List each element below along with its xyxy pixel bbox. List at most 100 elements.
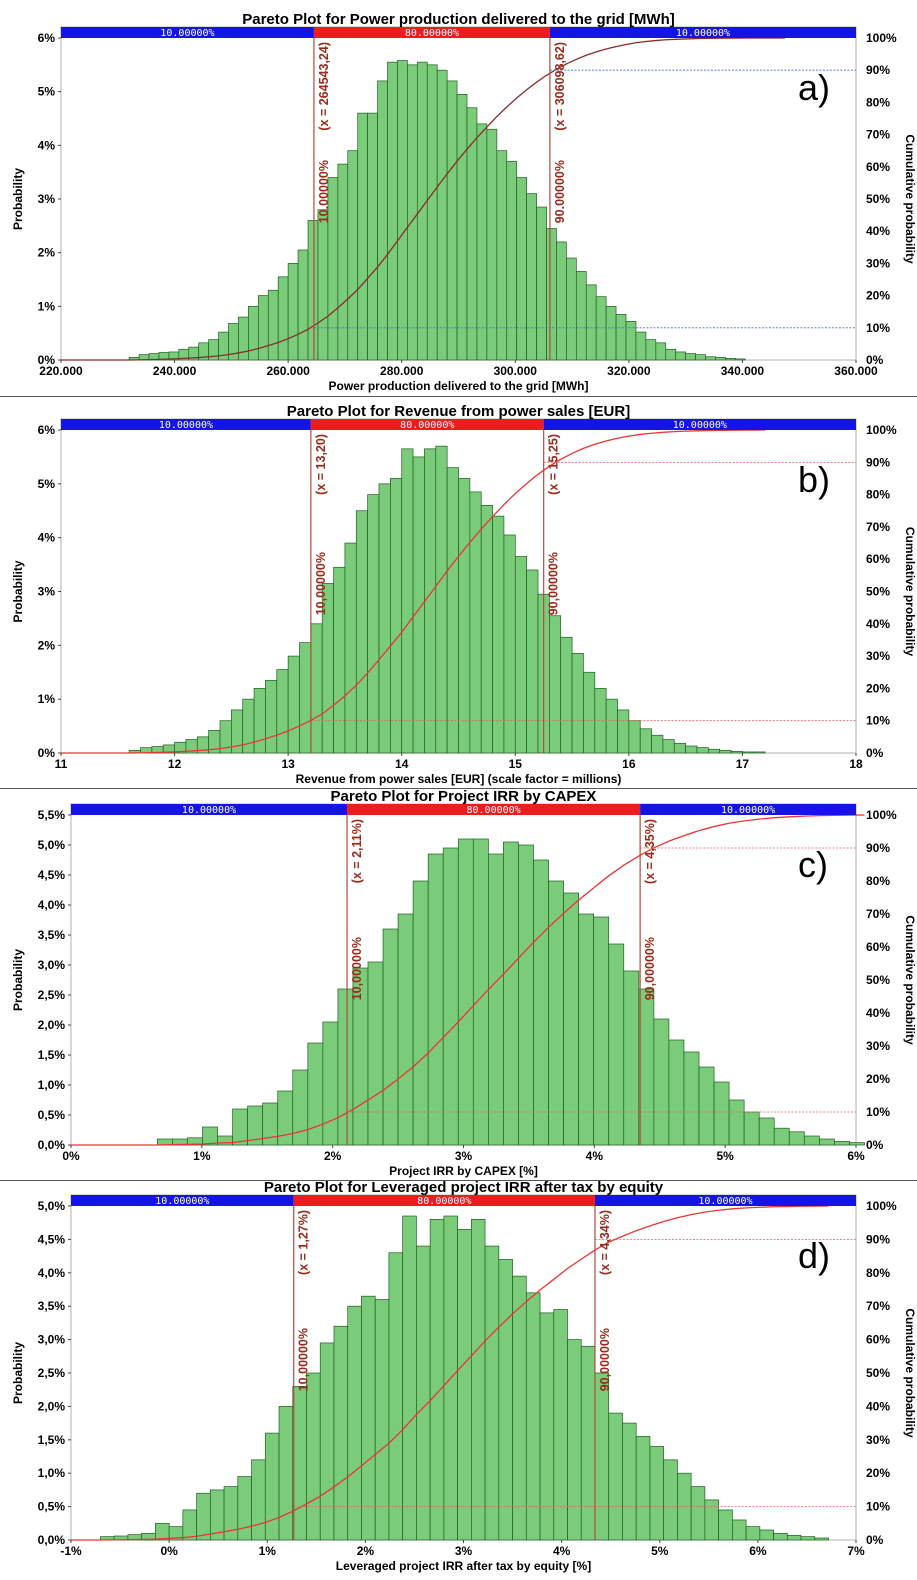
y-tick-label: 1,0% [38, 1466, 66, 1480]
histogram-bar [458, 478, 471, 754]
histogram-bar [264, 1432, 280, 1541]
histogram-bar [232, 1108, 248, 1146]
histogram-bar [457, 838, 474, 1146]
histogram-bar [668, 1039, 685, 1146]
histogram-bar [673, 742, 686, 754]
y-tick-label: 2% [38, 246, 56, 260]
histogram-bar [388, 1252, 404, 1541]
histogram-bar [476, 123, 488, 361]
y2-tick-label: 100% [866, 423, 897, 437]
histogram-bar [486, 128, 498, 361]
percentile-band-label: 10.00000% [721, 805, 775, 816]
percentile-band-label: 10.00000% [673, 420, 727, 431]
histogram-bar [536, 206, 547, 361]
histogram-bar [496, 150, 508, 361]
percentile-percent-label: 10,00000% [314, 552, 328, 615]
histogram-bar [732, 1519, 747, 1541]
y2-tick-label: 90% [866, 1232, 890, 1246]
histogram-bar [623, 970, 640, 1146]
x-tick-label: 7% [847, 1544, 865, 1558]
histogram-bar [155, 1522, 170, 1541]
histogram-bar [498, 1259, 513, 1541]
histogram-bar [814, 1537, 829, 1541]
histogram-bar [698, 1066, 715, 1146]
y2-tick-label: 40% [866, 1006, 890, 1020]
x-axis-title: Power production delivered to the grid [… [329, 379, 589, 393]
histogram-bar [299, 642, 312, 754]
percentile-label-group: (x = 306098,62) 90.00000% [553, 42, 567, 223]
histogram-bar [651, 734, 664, 754]
histogram-bar [466, 107, 478, 361]
x-tick-label: 16 [622, 757, 636, 771]
histogram-bar [728, 1099, 745, 1146]
percentile-band [549, 27, 856, 38]
histogram-bar [834, 1141, 850, 1146]
y-tick-label: 0,0% [38, 1533, 66, 1547]
histogram-bar [566, 257, 577, 361]
y-axis-title: Probability [11, 168, 25, 230]
histogram-bar [560, 636, 573, 754]
x-tick-label: 0% [160, 1544, 178, 1558]
histogram-bar [442, 847, 459, 1146]
histogram-bar [488, 853, 504, 1146]
histogram-bar [357, 112, 368, 361]
histogram-bar [516, 177, 527, 361]
cumulative-probability-line [71, 814, 865, 1146]
histogram-bars [157, 838, 865, 1146]
percentile-percent-label: 10.00000% [317, 160, 331, 223]
percentile-percent-label: 10,00000% [350, 937, 364, 1000]
histogram-bar [675, 351, 686, 361]
x-axis-title: Project IRR by CAPEX [%] [389, 1164, 538, 1178]
y-tick-label: 3% [38, 585, 56, 599]
histogram-bar [525, 1292, 541, 1541]
y-tick-label: 0% [38, 746, 56, 760]
histogram-bars [128, 60, 746, 361]
y2-tick-label: 30% [866, 256, 890, 270]
x-tick-label: 260.000 [266, 364, 310, 378]
x-tick-label: 4% [586, 1149, 604, 1163]
histogram-bar [416, 1245, 431, 1541]
y2-tick-label: 10% [866, 714, 890, 728]
histogram-bar [412, 880, 429, 1146]
histogram-bar [685, 353, 696, 361]
histogram-bar [292, 1069, 309, 1146]
histogram-bar [594, 688, 607, 754]
x-tick-label: 15 [509, 757, 523, 771]
histogram-bar [571, 653, 584, 754]
histogram-bar [402, 1215, 417, 1541]
x-tick-label: 3% [455, 1544, 473, 1558]
histogram-bar [580, 1345, 596, 1541]
histogram-bar [638, 988, 655, 1146]
percentile-band [640, 804, 856, 815]
histogram-bar [287, 655, 300, 754]
histogram-bar [322, 1021, 339, 1146]
histogram-bar [622, 1422, 637, 1541]
histogram-bar [276, 669, 289, 754]
histogram-bar [708, 748, 721, 754]
y2-tick-label: 30% [866, 1433, 890, 1447]
histogram-bar [377, 80, 388, 361]
x-tick-label: 14 [395, 757, 409, 771]
percentile-percent-label: 90.00000% [553, 160, 567, 223]
x-tick-label: 300.000 [494, 364, 538, 378]
y-tick-label: 4% [38, 531, 56, 545]
x-tick-label: 17 [736, 757, 750, 771]
histogram-bar [317, 209, 329, 361]
percentile-value-label: (x = 4,35%) [643, 819, 657, 884]
y-tick-label: 4,5% [38, 1232, 66, 1246]
histogram-bar [182, 1509, 197, 1541]
cumulative-probability-line [61, 429, 766, 754]
percentile-value-label: (x = 4,34%) [598, 1210, 612, 1275]
histogram-bar [347, 150, 359, 361]
percentile-value-label: (x = 13,20) [314, 434, 328, 495]
y-tick-label: 3,0% [38, 958, 66, 972]
y-tick-label: 5,5% [38, 808, 66, 822]
chart-panel: Pareto Plot for Revenue from power sales… [0, 396, 917, 786]
histogram-bar [526, 569, 539, 754]
y-tick-label: 1,5% [38, 1433, 66, 1447]
percentile-label-group: (x = 264543,24) 10.00000% [317, 42, 331, 223]
y2-tick-label: 40% [866, 1399, 890, 1413]
percentile-label-group: (x = 1,27%) 10,00000% [297, 1210, 311, 1391]
y2-tick-label: 0% [866, 1533, 884, 1547]
